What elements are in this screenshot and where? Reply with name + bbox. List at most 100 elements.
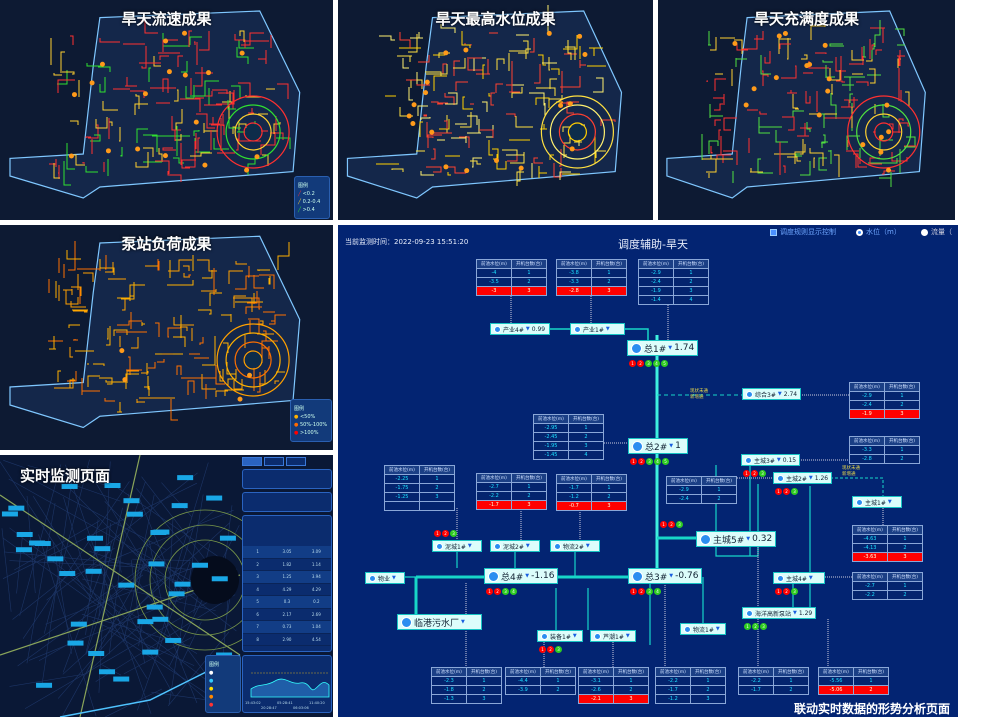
dropdown-triangle-icon[interactable]: ▼ [625, 633, 630, 639]
dropdown-triangle-icon[interactable]: ▼ [793, 610, 797, 616]
pump-station-node[interactable]: 主城5# ▼ 0.32 [696, 531, 777, 547]
pump-station-node[interactable]: 物流2# ▼ [550, 540, 600, 552]
dropdown-triangle-icon[interactable]: ▼ [668, 345, 673, 351]
table-row: -4 1 [476, 268, 547, 278]
dropdown-triangle-icon[interactable]: ▼ [776, 457, 781, 463]
pump-icon [856, 498, 863, 506]
pump-station-node[interactable]: 产业1# ▼ [570, 323, 625, 335]
dropdown-triangle-icon[interactable]: ▼ [392, 575, 396, 581]
rule-display-checkbox[interactable]: 调度规则显示控制 [770, 227, 836, 237]
dropdown-triangle-icon[interactable]: ▼ [525, 326, 530, 332]
pump-off-light: 1 [630, 588, 637, 595]
node-value: 2.74 [783, 390, 798, 398]
pump-station-node[interactable]: 主城2# ▼ 1.26 [773, 472, 833, 484]
monitor-map[interactable] [0, 455, 333, 717]
table-row: -1.3 3 [431, 694, 502, 704]
table-row: -1.7 2 [738, 685, 809, 695]
pump-icon [746, 609, 753, 617]
dropdown-triangle-icon[interactable]: ▼ [461, 619, 465, 625]
dropdown-triangle-icon[interactable]: ▼ [746, 536, 751, 542]
dropdown-triangle-icon[interactable]: ▼ [808, 475, 813, 481]
pipe-line [830, 477, 884, 496]
sidebar-tab[interactable] [264, 457, 284, 466]
legend-title: 图例 [298, 183, 309, 189]
dropdown-triangle-icon[interactable]: ▼ [808, 575, 813, 581]
node-label: 总3# [645, 572, 668, 583]
fullness-map[interactable] [658, 0, 955, 220]
pump-station-node[interactable]: 总2# ▼ 1 [628, 438, 688, 454]
chart-tick-label: 05:28:41 [277, 701, 293, 705]
pump-station-node[interactable]: 总1# ▼ 1.74 [627, 340, 699, 356]
legend-title: 图例 [294, 406, 305, 412]
table-row: -0.7 3 [556, 501, 627, 511]
water-level-map[interactable] [338, 0, 653, 220]
flow-map[interactable] [0, 0, 333, 220]
dropdown-triangle-icon[interactable]: ▼ [669, 443, 674, 449]
pump-station-node[interactable]: 主城4# ▼ [773, 572, 825, 584]
dropdown-triangle-icon[interactable]: ▼ [525, 543, 530, 549]
pump-station-node[interactable]: 总3# ▼ -0.76 [628, 568, 703, 584]
pump-load-map[interactable] [0, 225, 333, 450]
sidebar-tab[interactable] [242, 457, 262, 466]
monitor-table-row[interactable]: 2 1.82 1.14 [243, 559, 331, 571]
dropdown-triangle-icon[interactable]: ▼ [605, 326, 610, 332]
node-label: 泥城2# [503, 543, 524, 551]
table-row: -2.2 2 [476, 491, 547, 501]
pump-station-node[interactable]: 海洋高新泵站 ▼ 1.29 [742, 607, 817, 619]
device-filter-box[interactable] [242, 469, 332, 489]
pump-station-node[interactable]: 临港污水厂 ▼ [397, 614, 482, 630]
dropdown-triangle-icon[interactable]: ▼ [887, 499, 892, 505]
pump-station-node[interactable]: 泥城2# ▼ [490, 540, 540, 552]
table-row: -1.7 3 [476, 500, 547, 510]
flow-radio[interactable]: 流量（ [921, 227, 952, 237]
monitor-table-row[interactable]: 8 2.90 4.54 [243, 634, 331, 646]
monitor-table-row[interactable]: 6 2.17 2.69 [243, 609, 331, 621]
pump-station-node[interactable]: 物流1# ▼ [680, 623, 726, 635]
monitor-table-row[interactable]: 4 4.29 4.29 [243, 584, 331, 596]
monitor-indicator-box[interactable] [242, 492, 332, 512]
pump-station-node[interactable]: 总4# ▼ -1.16 [484, 568, 559, 584]
node-label: 物流1# [693, 626, 714, 634]
dropdown-triangle-icon[interactable]: ▼ [467, 543, 472, 549]
pump-station-node[interactable]: 物业 ▼ [365, 572, 405, 584]
pump-station-node[interactable]: 装备1# ▼ [537, 630, 583, 642]
monitor-list-box: 1 3.05 3.09 2 1.82 1.14 3 1.25 3.94 4 4.29 4.29 5 0.3… [242, 515, 332, 652]
pump-on-light: 3 [791, 588, 798, 595]
pump-station-node[interactable]: 芦潮1# ▼ [590, 630, 636, 642]
dropdown-triangle-icon[interactable]: ▼ [572, 633, 577, 639]
pump-station-node[interactable]: 主城3# ▼ 0.15 [741, 454, 801, 466]
pump-on-light: 4 [510, 588, 517, 595]
pump-on-light: 3 [502, 588, 509, 595]
monitor-table-row[interactable]: 7 0.73 1.04 [243, 621, 331, 634]
node-label: 总1# [644, 344, 667, 355]
pump-station-node[interactable]: 产业4# ▼ 0.99 [490, 323, 550, 335]
dropdown-triangle-icon[interactable]: ▼ [669, 573, 674, 579]
monitor-table-row[interactable]: 3 1.25 3.94 [243, 571, 331, 584]
sump-level-table: 前池水位(m) 开机台数(台) -2.95 1 -2.45 2 -1.95 3 -1.45 4 [533, 414, 604, 460]
monitor-table-row[interactable]: 1 3.05 3.09 [243, 546, 331, 559]
dropdown-triangle-icon[interactable]: ▼ [585, 543, 590, 549]
table-row: -4.13 2 [852, 543, 923, 553]
pump-icon [554, 542, 561, 550]
dropdown-triangle-icon[interactable]: ▼ [715, 626, 720, 632]
pump-station-node[interactable]: 综合3# ▼ 2.74 [742, 388, 802, 400]
pump-icon [745, 456, 752, 464]
table-row: -1.25 3 [384, 492, 455, 502]
chart-tick-label: 06:03:06 [293, 706, 309, 710]
dropdown-triangle-icon[interactable]: ▼ [525, 573, 530, 579]
table-row: -1.2 3 [655, 694, 726, 704]
pump-off-light: 1 [743, 470, 750, 477]
table-row: -1.4 4 [638, 295, 709, 305]
pump-station-node[interactable]: 泥城1# ▼ [432, 540, 482, 552]
table-row [384, 501, 455, 511]
chart-tick-label: 11:40:20 [309, 701, 325, 705]
pump-off-light: 2 [668, 521, 675, 528]
pump-icon [684, 625, 691, 633]
monitor-sidebar: 1 3.05 3.09 2 1.82 1.14 3 1.25 3.94 4 4.29 4.29 5 0.3… [242, 457, 332, 715]
dropdown-triangle-icon[interactable]: ▼ [777, 391, 782, 397]
pump-station-node[interactable]: 主城1# ▼ [852, 496, 902, 508]
water-level-radio[interactable]: 水位（m） [856, 227, 901, 237]
sidebar-tab[interactable] [286, 457, 306, 466]
monitor-table-row[interactable]: 5 0.3 0.2 [243, 596, 331, 609]
